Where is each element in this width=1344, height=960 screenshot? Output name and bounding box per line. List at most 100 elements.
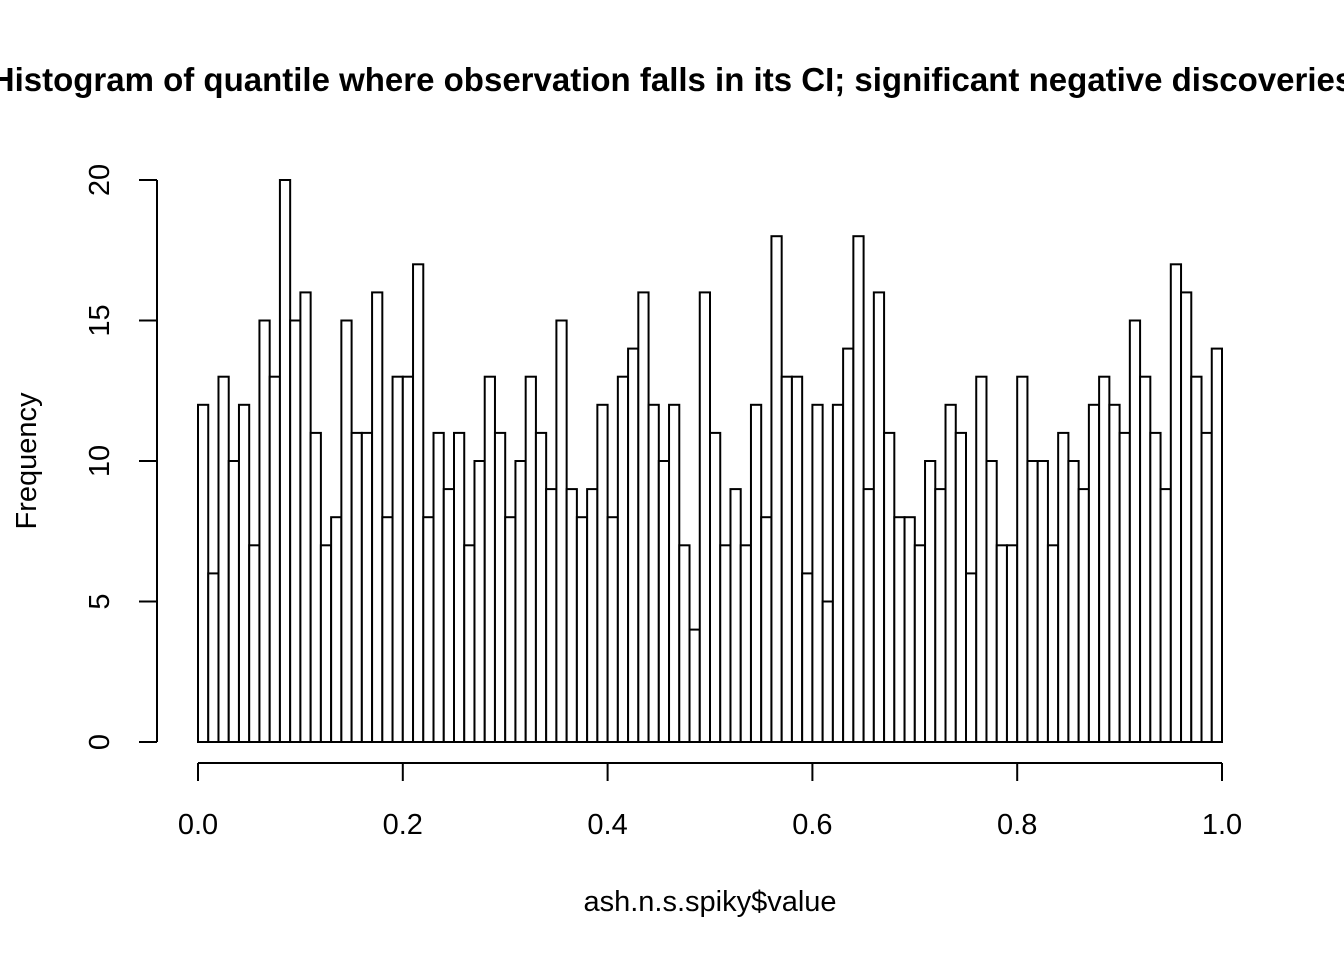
histogram-bar: [401, 375, 415, 743]
histogram-bar: [268, 375, 281, 743]
histogram-bar: [668, 403, 681, 743]
bars-group: [197, 179, 1224, 744]
histogram-bar: [493, 431, 507, 743]
histogram-bar: [1016, 375, 1029, 743]
histogram-bar: [534, 431, 548, 743]
histogram-bar: [729, 488, 742, 743]
histogram-bar: [432, 431, 445, 743]
histogram-bar: [1005, 544, 1019, 743]
histogram-bar: [913, 544, 927, 743]
histogram-bar: [780, 375, 793, 743]
histogram-bar: [709, 431, 722, 743]
histogram-bar: [934, 488, 947, 743]
histogram-bar: [831, 403, 845, 743]
histogram-bar: [1149, 431, 1162, 743]
histogram-bar: [1159, 488, 1172, 743]
y-tick-label: 5: [84, 593, 116, 609]
histogram-bar: [483, 375, 496, 743]
histogram-bar: [678, 544, 691, 743]
x-tick-label: 0.6: [792, 809, 832, 841]
histogram-bar: [258, 319, 271, 743]
x-tick-label: 0.0: [178, 809, 218, 841]
histogram-bar: [1077, 488, 1090, 743]
histogram-bar: [1067, 460, 1080, 743]
histogram-bar: [524, 375, 537, 743]
x-tick-label: 0.8: [997, 809, 1037, 841]
histogram-bar: [1108, 403, 1121, 743]
histogram-bar: [770, 235, 783, 743]
histogram-bar: [1057, 431, 1070, 743]
histogram-bar: [688, 628, 701, 743]
histogram-bar: [790, 375, 804, 743]
histogram-bar: [207, 572, 220, 744]
y-axis: 0 5 10 15 20: [84, 164, 158, 750]
x-tick-label: 1.0: [1202, 809, 1242, 841]
y-tick-label: 0: [84, 734, 116, 750]
histogram-bar: [637, 291, 650, 743]
histogram-bar: [657, 460, 671, 743]
histogram-bar: [555, 319, 568, 743]
histogram-bar: [248, 544, 261, 743]
histogram-bar: [1139, 375, 1152, 743]
histogram-bar: [463, 544, 476, 743]
histogram-bar: [340, 319, 353, 743]
histogram-bar: [575, 516, 589, 744]
histogram-bar: [995, 544, 1008, 743]
histogram-bar: [739, 544, 752, 743]
histogram-bar: [350, 431, 363, 743]
histogram-bar: [596, 403, 609, 743]
histogram-bar: [299, 291, 312, 743]
x-tick-label: 0.4: [587, 809, 627, 841]
x-axis-label: ash.n.s.spiky$value: [583, 886, 836, 918]
histogram-bar: [278, 179, 292, 743]
histogram-bar: [862, 488, 875, 743]
histogram-bar: [442, 488, 456, 743]
histogram-bar: [985, 460, 998, 743]
histogram-bar: [227, 460, 240, 743]
histogram-bar: [371, 291, 384, 743]
histogram-bar: [514, 460, 527, 743]
histogram-bar: [504, 516, 517, 744]
histogram-bar: [954, 431, 968, 743]
histogram-bar: [852, 235, 865, 743]
histogram-bar: [545, 488, 558, 743]
histogram-bar: [801, 572, 814, 744]
y-tick-label: 20: [84, 164, 116, 196]
histogram-bar: [903, 516, 916, 744]
histogram-bar: [965, 572, 978, 744]
x-tick-label: 0.2: [383, 809, 423, 841]
histogram-bar: [1169, 263, 1183, 743]
histogram-bar: [473, 460, 486, 743]
histogram-bar: [842, 347, 855, 743]
histogram-bar: [360, 431, 374, 743]
histogram-bar: [289, 319, 302, 743]
histogram-bar: [647, 403, 660, 743]
histogram-bar: [975, 375, 988, 743]
histogram-bar: [565, 488, 578, 743]
histogram-bar: [616, 375, 630, 743]
histogram-bar: [760, 516, 773, 744]
histogram-bar: [1200, 431, 1213, 743]
histogram-bar: [1180, 291, 1193, 743]
histogram-bar: [811, 403, 824, 743]
histogram-bar: [330, 516, 343, 744]
histogram-bar: [1118, 431, 1131, 743]
histogram-bar: [627, 347, 640, 743]
histogram-bar: [319, 544, 333, 743]
histogram-bar: [1128, 319, 1142, 743]
histogram-bar: [924, 460, 937, 743]
histogram-bar: [1036, 460, 1049, 743]
histogram-bar: [237, 403, 251, 743]
histogram-bar: [197, 403, 210, 743]
x-axis: 0.0 0.2 0.4 0.6 0.8 1.0: [178, 762, 1242, 841]
histogram-bar: [1046, 544, 1060, 743]
histogram-bar: [698, 291, 712, 743]
histogram-bar: [309, 431, 322, 743]
histogram-bar: [872, 291, 886, 743]
histogram-bar: [1190, 375, 1203, 743]
y-tick-label: 15: [84, 304, 116, 336]
histogram-bar: [749, 403, 763, 743]
chart-title: Histogram of quantile where observation …: [0, 61, 1344, 98]
histogram-bar: [606, 516, 619, 744]
